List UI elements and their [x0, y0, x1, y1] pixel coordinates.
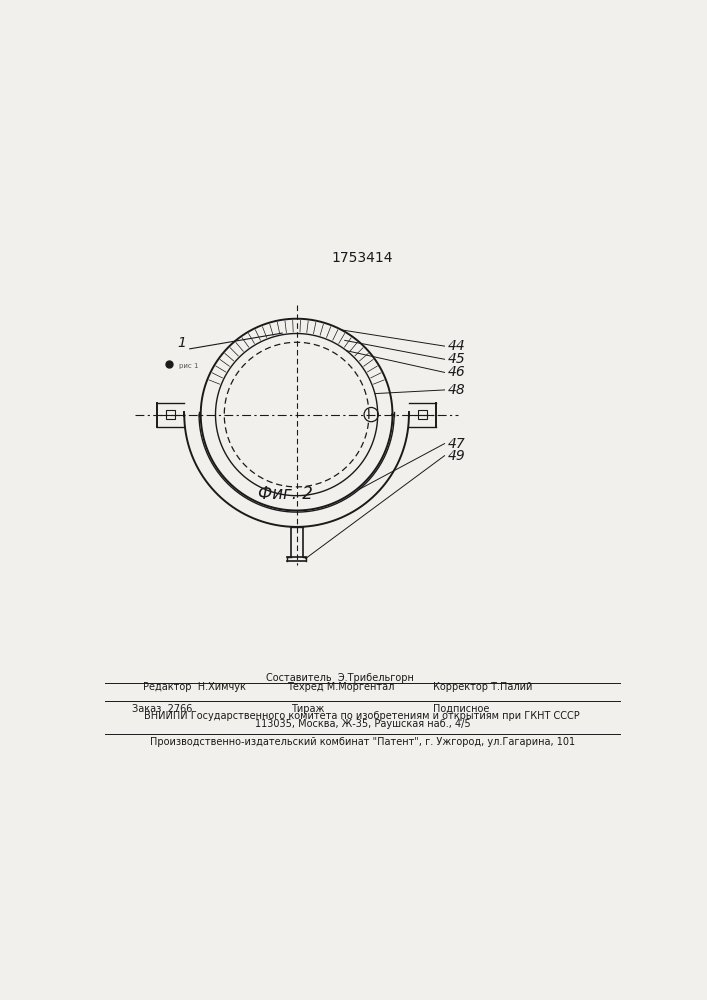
Text: 1753414: 1753414 [332, 251, 393, 265]
Text: 1: 1 [177, 336, 186, 350]
Text: 44: 44 [448, 339, 465, 353]
Text: Производственно-издательский комбинат "Патент", г. Ужгород, ул.Гагарина, 101: Производственно-издательский комбинат "П… [150, 737, 575, 747]
Text: Фиг. 2: Фиг. 2 [258, 485, 313, 503]
Text: 46: 46 [448, 365, 465, 379]
Text: Корректор Т.Палий: Корректор Т.Палий [433, 682, 532, 692]
Text: Тираж: Тираж [291, 704, 325, 714]
Text: Заказ  2766: Заказ 2766 [132, 704, 192, 714]
Bar [419, 410, 427, 419]
Circle shape [364, 407, 378, 422]
Text: Редактор  Н.Химчук: Редактор Н.Химчук [144, 682, 246, 692]
Bar [166, 410, 175, 419]
Text: Техред М.Моргентал: Техред М.Моргентал [287, 682, 394, 692]
Text: 113035, Москва, Ж-35, Раушская наб., 4/5: 113035, Москва, Ж-35, Раушская наб., 4/5 [255, 719, 470, 729]
Text: 49: 49 [448, 449, 465, 463]
Text: Составитель  Э.Трибельгорн: Составитель Э.Трибельгорн [267, 673, 414, 683]
Text: рис 1: рис 1 [180, 363, 199, 369]
Text: 47: 47 [448, 437, 465, 451]
Text: 48: 48 [448, 383, 465, 397]
Text: Подписное: Подписное [433, 704, 489, 714]
Text: ВНИИПИ Государственного комитета по изобретениям и открытиям при ГКНТ СССР: ВНИИПИ Государственного комитета по изоб… [144, 711, 580, 721]
Text: 45: 45 [448, 352, 465, 366]
